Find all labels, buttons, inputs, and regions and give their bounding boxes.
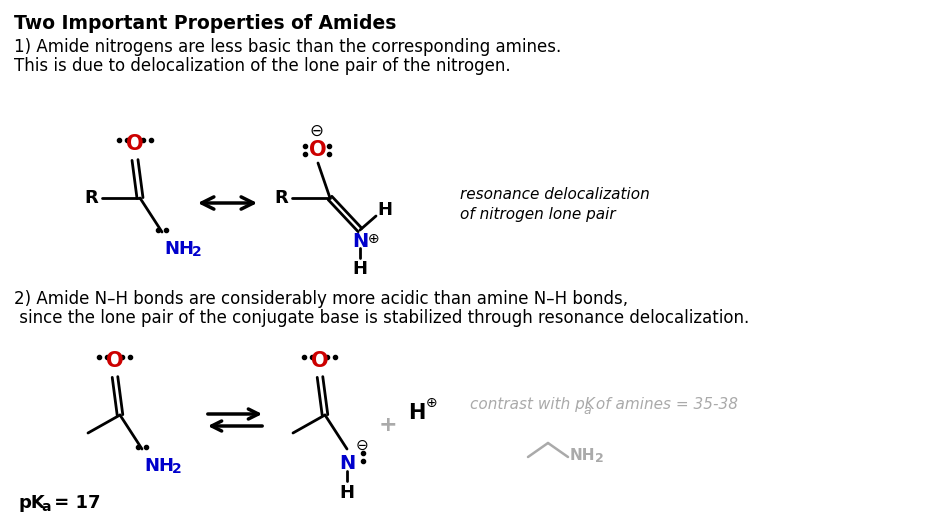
Text: NH: NH	[164, 240, 194, 258]
Text: 1) Amide nitrogens are less basic than the corresponding amines.: 1) Amide nitrogens are less basic than t…	[14, 38, 561, 56]
Text: ⊖: ⊖	[309, 122, 323, 140]
Text: R: R	[84, 189, 98, 207]
Text: = 17: = 17	[48, 494, 100, 512]
Text: H: H	[340, 484, 355, 502]
Text: NH: NH	[144, 457, 174, 475]
Text: O: O	[311, 351, 329, 371]
Text: a: a	[41, 500, 51, 514]
Text: of amines = 35-38: of amines = 35-38	[591, 397, 738, 412]
Text: Two Important Properties of Amides: Two Important Properties of Amides	[14, 14, 397, 33]
Text: H: H	[408, 403, 425, 423]
Text: pK: pK	[18, 494, 45, 512]
Text: +: +	[379, 415, 398, 435]
Text: since the lone pair of the conjugate base is stabilized through resonance deloca: since the lone pair of the conjugate bas…	[14, 309, 749, 327]
Text: N: N	[339, 454, 356, 473]
Text: O: O	[310, 140, 326, 160]
Text: ⊖: ⊖	[356, 437, 369, 453]
Text: ⊕: ⊕	[426, 396, 438, 410]
Text: R: R	[274, 189, 288, 207]
Text: 2: 2	[192, 245, 202, 259]
Text: ⊕: ⊕	[368, 232, 380, 246]
Text: NH: NH	[570, 447, 596, 463]
Text: H: H	[377, 201, 392, 219]
Text: 2: 2	[172, 462, 182, 476]
Text: a: a	[583, 404, 591, 417]
Text: of nitrogen lone pair: of nitrogen lone pair	[460, 207, 615, 222]
Text: O: O	[127, 134, 144, 154]
Text: O: O	[106, 351, 124, 371]
Text: contrast with pK: contrast with pK	[470, 397, 595, 412]
Text: 2) Amide N–H bonds are considerably more acidic than amine N–H bonds,: 2) Amide N–H bonds are considerably more…	[14, 290, 628, 308]
Text: This is due to delocalization of the lone pair of the nitrogen.: This is due to delocalization of the lon…	[14, 57, 510, 75]
Text: 2: 2	[595, 453, 604, 465]
Text: resonance delocalization: resonance delocalization	[460, 187, 650, 202]
Text: N: N	[352, 232, 368, 251]
Text: H: H	[353, 260, 368, 278]
